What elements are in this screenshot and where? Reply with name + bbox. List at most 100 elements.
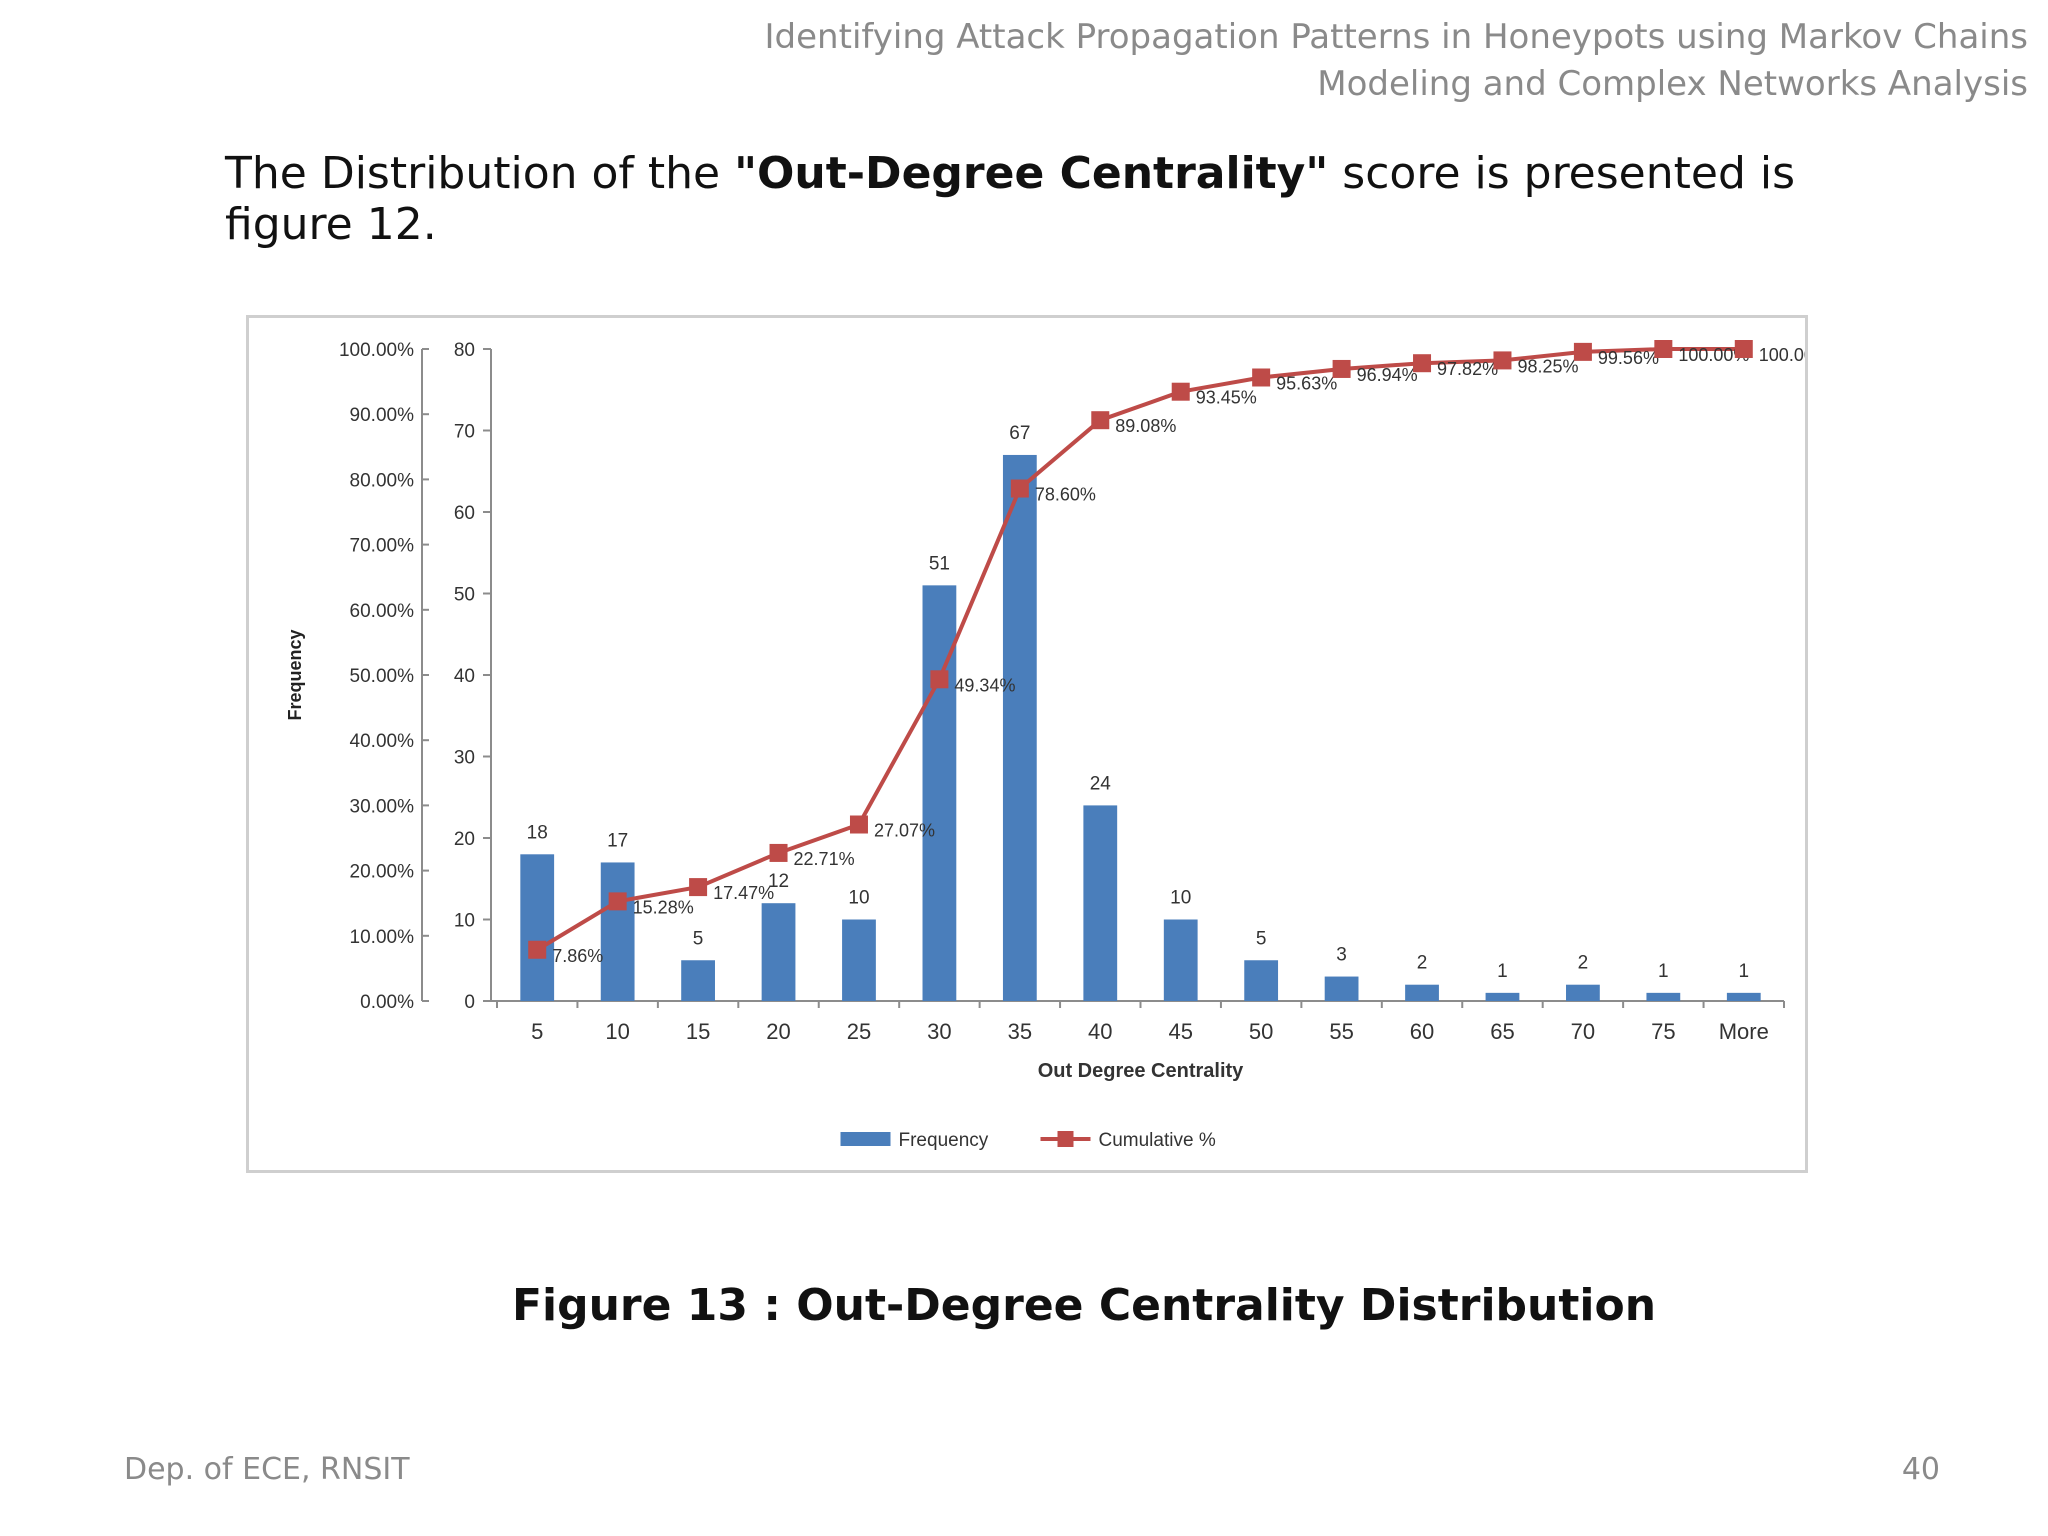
frequency-data-label: 5: [693, 928, 704, 949]
frequency-data-label: 17: [607, 830, 628, 851]
x-tick-label: 70: [1571, 1019, 1595, 1044]
x-tick-label: 65: [1490, 1019, 1514, 1044]
cumulative-data-label: 89.08%: [1115, 416, 1176, 436]
cumulative-data-label: 97.82%: [1437, 359, 1498, 379]
percent-tick-label: 60.00%: [350, 601, 415, 622]
frequency-data-label: 5: [1256, 928, 1267, 949]
document-header: Identifying Attack Propagation Patterns …: [628, 14, 2028, 108]
y-axis-title: Frequency: [285, 629, 305, 720]
frequency-bar: [1566, 984, 1600, 1001]
cumulative-data-label: 7.86%: [552, 946, 603, 966]
cumulative-marker: [608, 892, 627, 911]
frequency-tick-label: 20: [454, 829, 475, 850]
frequency-data-label: 3: [1336, 945, 1347, 966]
footer-department: Dep. of ECE, RNSIT: [124, 1452, 410, 1487]
x-tick-label: 75: [1651, 1019, 1675, 1044]
cumulative-data-label: 22.71%: [794, 849, 855, 869]
frequency-data-label: 18: [527, 822, 548, 843]
page-number: 40: [1901, 1452, 1940, 1487]
x-tick-label: 45: [1168, 1019, 1192, 1044]
frequency-data-label: 1: [1738, 961, 1749, 982]
header-line-2: Modeling and Complex Networks Analysis: [1317, 64, 2028, 104]
frequency-bar: [761, 903, 796, 1001]
cumulative-marker: [1413, 354, 1432, 373]
frequency-tick-label: 30: [454, 748, 475, 769]
percent-tick-label: 100.00%: [339, 340, 414, 361]
cumulative-marker: [849, 815, 868, 834]
cumulative-marker: [1493, 351, 1512, 370]
intro-bold-term: "Out-Degree Centrality": [734, 148, 1329, 199]
frequency-data-label: 2: [1417, 953, 1428, 974]
frequency-data-label: 51: [929, 553, 950, 574]
percent-tick-label: 30.00%: [350, 796, 415, 817]
intro-sentence: The Distribution of the "Out-Degree Cent…: [225, 148, 1925, 250]
frequency-tick-label: 40: [454, 666, 475, 687]
frequency-data-label: 24: [1090, 773, 1112, 794]
cumulative-data-label: 100.00%: [1759, 345, 1805, 365]
cumulative-marker: [1332, 359, 1351, 378]
percent-tick-label: 20.00%: [350, 862, 415, 883]
legend-frequency-swatch: [840, 1132, 891, 1146]
frequency-bar: [1163, 919, 1198, 1001]
cumulative-data-label: 15.28%: [633, 897, 694, 917]
percent-tick-label: 80.00%: [350, 470, 415, 491]
frequency-data-label: 12: [768, 871, 789, 892]
cumulative-marker: [1573, 342, 1592, 361]
cumulative-marker: [528, 940, 547, 959]
cumulative-marker: [1091, 411, 1110, 430]
cumulative-data-label: 95.63%: [1276, 373, 1337, 393]
cumulative-data-label: 78.60%: [1035, 485, 1096, 505]
intro-text-after: score is presented is figure 12.: [225, 148, 1796, 250]
cumulative-marker: [930, 670, 949, 689]
frequency-bar: [520, 854, 555, 1001]
frequency-tick-label: 0: [464, 992, 475, 1013]
frequency-bar: [1405, 984, 1439, 1001]
cumulative-data-label: 96.94%: [1357, 365, 1418, 385]
frequency-data-label: 2: [1578, 953, 1589, 974]
frequency-tick-label: 50: [454, 585, 475, 606]
figure-caption: Figure 13 : Out-Degree Centrality Distri…: [511, 1280, 1657, 1331]
frequency-data-label: 10: [848, 888, 869, 909]
cumulative-data-label: 100.00%: [1678, 345, 1749, 365]
frequency-tick-label: 10: [454, 911, 475, 932]
frequency-tick-label: 60: [454, 503, 475, 524]
x-tick-label: 55: [1329, 1019, 1353, 1044]
percent-tick-label: 70.00%: [350, 536, 415, 557]
x-tick-label: 25: [847, 1019, 871, 1044]
x-axis-title: Out Degree Centrality: [1038, 1060, 1244, 1082]
percent-tick-label: 50.00%: [350, 666, 415, 687]
frequency-bar: [1324, 976, 1359, 1001]
frequency-bar: [842, 919, 876, 1001]
frequency-tick-label: 80: [454, 340, 475, 361]
cumulative-marker: [1171, 382, 1190, 401]
x-tick-label: 20: [766, 1019, 790, 1044]
x-tick-label: 50: [1249, 1019, 1273, 1044]
chart-frame: 0 10 20 30 40 50 60 70 80 0.00% 10.00% 20.00% 30.00%…: [246, 315, 1830, 1173]
frequency-bar: [681, 960, 715, 1001]
cumulative-marker: [1010, 479, 1029, 498]
cumulative-marker: [1252, 368, 1271, 387]
x-tick-label: 5: [531, 1019, 543, 1044]
percent-tick-label: 40.00%: [350, 731, 415, 752]
frequency-bar: [1244, 960, 1279, 1001]
cumulative-data-label: 98.25%: [1517, 356, 1578, 376]
frequency-data-label: 1: [1658, 961, 1669, 982]
x-tick-label: 10: [605, 1019, 629, 1044]
cumulative-marker: [689, 878, 708, 897]
cumulative-line: [536, 347, 1744, 952]
cumulative-marker: [1734, 340, 1753, 358]
x-tick-label: More: [1719, 1019, 1769, 1044]
frequency-bar: [1083, 805, 1118, 1001]
percent-tick-label: 10.00%: [350, 927, 415, 948]
legend-cumulative-marker: [1057, 1131, 1074, 1147]
x-tick-label: 30: [927, 1019, 951, 1044]
cumulative-data-label: 17.47%: [713, 883, 774, 903]
cumulative-data-label: 27.07%: [874, 821, 935, 841]
x-tick-label: 60: [1410, 1019, 1434, 1044]
x-tick-label: 35: [1008, 1019, 1032, 1044]
frequency-data-label: 1: [1497, 961, 1508, 982]
frequency-bar: [1485, 992, 1520, 1001]
percent-tick-label: 90.00%: [350, 405, 415, 426]
cumulative-data-label: 99.56%: [1598, 348, 1659, 368]
x-tick-label: 40: [1088, 1019, 1112, 1044]
